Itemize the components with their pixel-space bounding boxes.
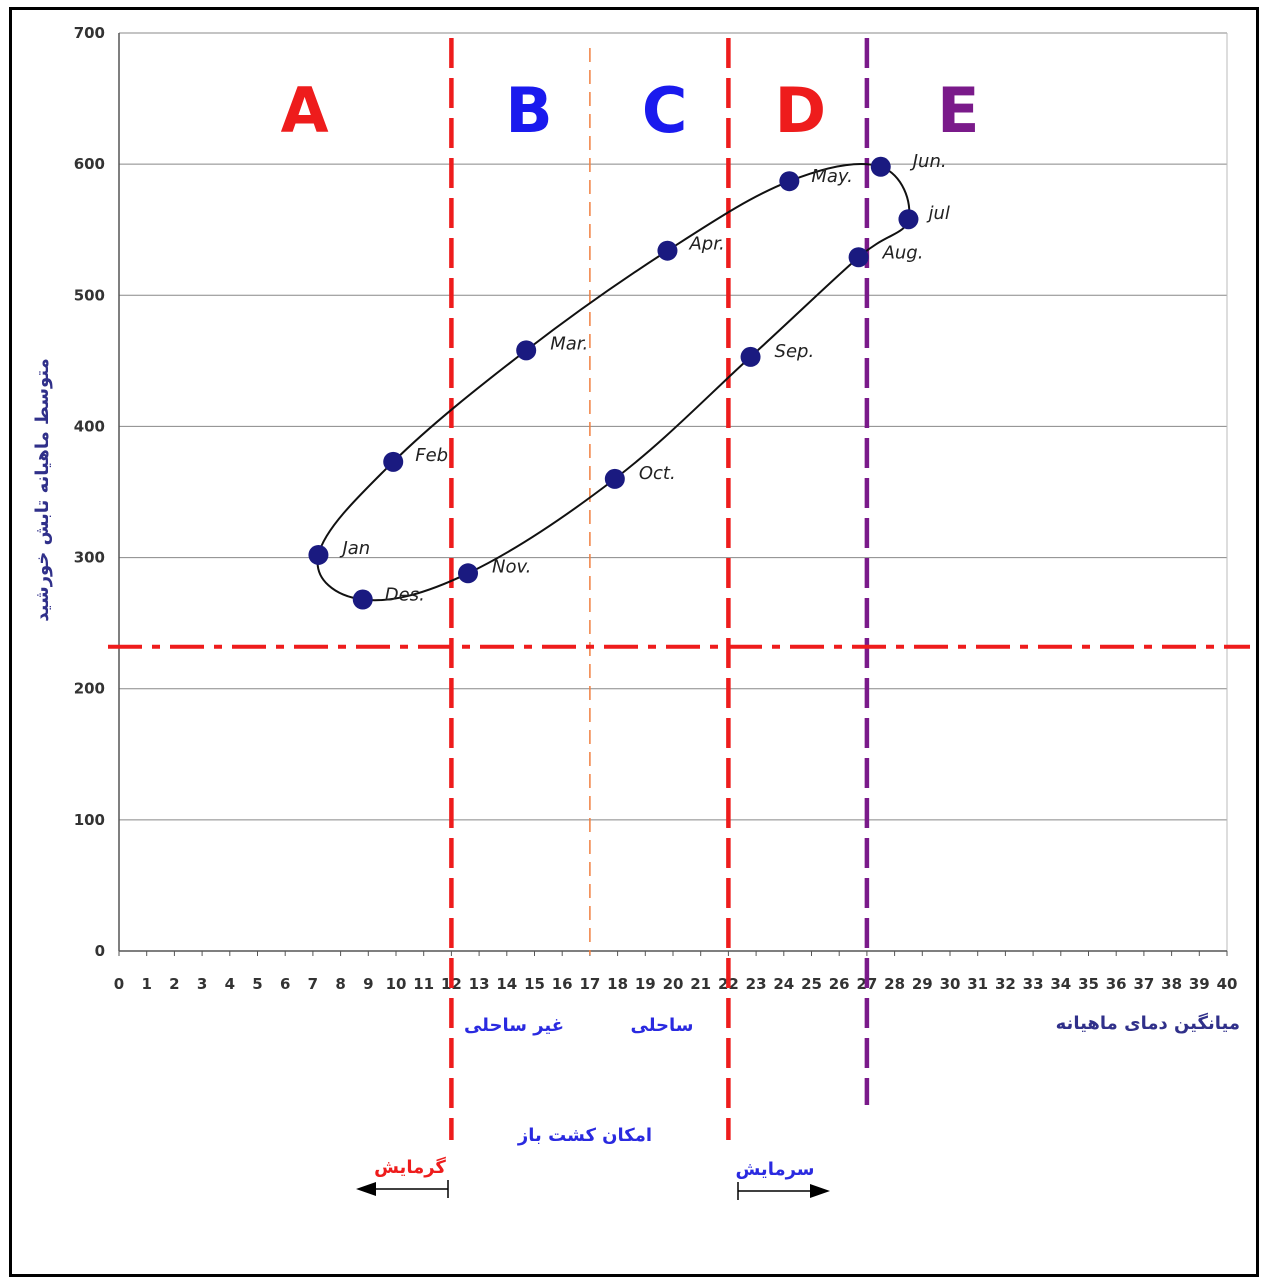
x-tick-label: 23 [746, 975, 767, 993]
zone-label-E: E [937, 74, 979, 147]
zone-label-A: A [281, 74, 329, 147]
heating-arrow [356, 1180, 449, 1198]
x-tick-label: 35 [1078, 975, 1099, 993]
x-tick-label: 14 [496, 975, 517, 993]
y-tick-label: 700 [74, 24, 105, 42]
x-tick-label: 16 [552, 975, 573, 993]
non-coastal-label: غیر ساحلی [464, 1015, 564, 1036]
data-point-nov [458, 563, 479, 584]
month-label: Sep. [775, 341, 815, 362]
x-tick-label: 30 [940, 975, 961, 993]
cooling-label: سرمایش [735, 1159, 814, 1180]
month-label: Aug. [882, 242, 924, 263]
heating-label: گرمایش [374, 1156, 446, 1178]
x-tick-label: 7 [308, 975, 318, 993]
data-point-may [779, 171, 800, 192]
y-tick-label: 0 [95, 942, 105, 960]
x-tick-label: 25 [801, 975, 822, 993]
x-tick-label: 0 [114, 975, 124, 993]
x-tick-label: 9 [363, 975, 373, 993]
month-label: Apr. [688, 234, 724, 255]
zone-label-C: C [642, 74, 688, 147]
data-point-aug [848, 247, 869, 268]
x-tick-label: 10 [386, 975, 407, 993]
month-label: Jan [339, 538, 370, 559]
data-point-jun [870, 156, 891, 177]
month-label: May. [811, 166, 853, 187]
data-point-jul [898, 209, 919, 230]
x-tick-label: 13 [469, 975, 490, 993]
x-tick-label: 2 [169, 975, 179, 993]
coastal-label: ساحلی [631, 1015, 694, 1036]
y-tick-label: 300 [74, 549, 105, 567]
x-tick-label: 28 [884, 975, 905, 993]
data-point-des [352, 589, 373, 610]
zone-labels: A B C D E [281, 74, 980, 147]
data-points [308, 156, 919, 610]
month-label: jul [925, 203, 949, 224]
zone-label-B: B [505, 74, 552, 147]
reference-lines [108, 38, 1250, 1140]
x-tick-label: 36 [1106, 975, 1127, 993]
zone-label-D: D [775, 74, 826, 147]
cooling-arrow [737, 1182, 830, 1200]
y-tick-label: 400 [74, 417, 105, 435]
x-tick-label: 15 [524, 975, 545, 993]
chart-frame [9, 7, 1259, 1277]
x-tick-label: 39 [1189, 975, 1210, 993]
data-curve [316, 163, 911, 602]
y-tick-label: 100 [74, 811, 105, 829]
month-label: Jun. [910, 151, 947, 172]
y-tick-labels: 0 100 200 300 400 500 600 700 [74, 24, 105, 960]
x-axis-title: میانگین دمای ماهیانه [1056, 1012, 1240, 1034]
y-axis-title: متوسط ماهیانه تابش خورشید [32, 358, 53, 622]
x-tick-label: 17 [579, 975, 600, 993]
x-tick-label: 33 [1023, 975, 1044, 993]
x-tick-label: 5 [252, 975, 262, 993]
month-label: Oct. [639, 463, 676, 484]
axes [118, 33, 1228, 956]
month-label: Des. [385, 585, 425, 606]
series-curve [316, 163, 911, 602]
data-point-jan [308, 544, 329, 565]
x-tick-label: 8 [335, 975, 345, 993]
x-tick-label: 11 [413, 975, 434, 993]
y-tick-label: 500 [74, 286, 105, 304]
month-label: Mar. [550, 333, 588, 354]
data-point-feb [383, 451, 404, 472]
data-point-mar [516, 340, 537, 361]
month-label: Nov. [492, 556, 531, 577]
x-tick-label: 31 [967, 975, 988, 993]
x-tick-label: 4 [225, 975, 235, 993]
x-tick-label: 6 [280, 975, 290, 993]
x-tick-label: 3 [197, 975, 207, 993]
x-tick-label: 38 [1161, 975, 1182, 993]
grid-lines [119, 32, 1228, 951]
x-tick-label: 18 [607, 975, 628, 993]
x-tick-label: 34 [1050, 975, 1071, 993]
open-cultivation-label: امکان کشت باز [517, 1125, 652, 1146]
x-tick-label: 1 [141, 975, 151, 993]
x-tick-label: 29 [912, 975, 933, 993]
x-tick-label: 32 [995, 975, 1016, 993]
data-point-sep [740, 346, 761, 367]
x-tick-label: 21 [690, 975, 711, 993]
month-label: Feb [415, 445, 448, 466]
y-tick-label: 200 [74, 680, 105, 698]
x-tick-label: 20 [663, 975, 684, 993]
x-tick-labels: 0123456789101112131415161718192021222324… [114, 975, 1238, 993]
x-tick-label: 37 [1133, 975, 1154, 993]
y-tick-label: 600 [74, 155, 105, 173]
x-tick-label: 24 [773, 975, 794, 993]
x-tick-label: 26 [829, 975, 850, 993]
x-tick-label: 40 [1217, 975, 1238, 993]
data-point-oct [604, 468, 625, 489]
data-point-apr [657, 240, 678, 261]
x-tick-label: 19 [635, 975, 656, 993]
